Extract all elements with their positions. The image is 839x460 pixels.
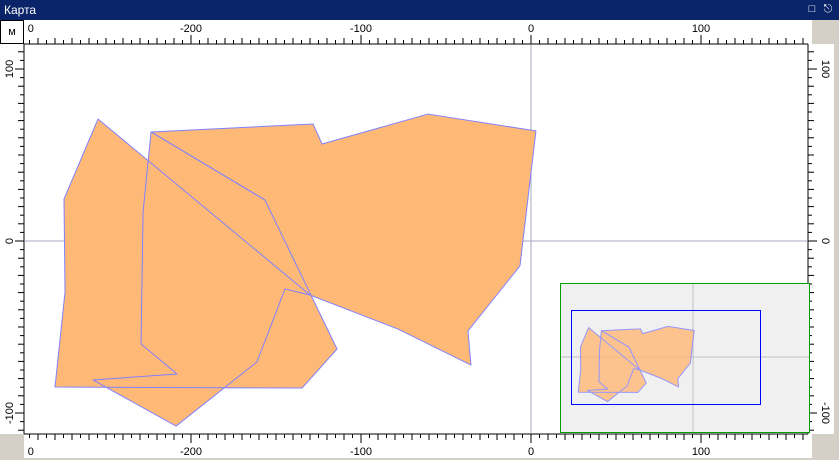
top-ruler [24, 20, 812, 44]
map-canvas[interactable]: 0 0 -200 -200 -100 -100 0 0 100 100 100 100 0 0 -100 -1… [0, 20, 839, 460]
ruler-label-right: 0 [819, 238, 831, 244]
pin-icon[interactable]: ⎋ [823, 3, 833, 15]
restore-icon[interactable]: □ [808, 3, 816, 15]
ruler-label-left: 0 [4, 238, 16, 244]
ruler-label-right: -100 [819, 402, 831, 424]
map-polygon [577, 327, 647, 403]
window-title: Карта [4, 3, 37, 17]
map-polygon [54, 118, 338, 427]
ruler-label-top: -200 [180, 23, 202, 35]
ruler-label-right: 100 [819, 60, 831, 78]
ruler-label-bottom: 0 [28, 446, 34, 458]
rulers: 0 0 -200 -200 -100 -100 0 0 100 100 100 100 0 0 -100 -1… [0, 20, 834, 458]
left-ruler [0, 44, 24, 434]
ruler-label-top: 100 [692, 23, 710, 35]
ruler-label-bottom: 0 [528, 446, 534, 458]
minimap[interactable] [560, 283, 810, 433]
minimap-polygons [577, 325, 695, 403]
minimap-viewport[interactable] [571, 310, 761, 405]
right-ruler [808, 44, 834, 434]
ruler-label-bottom: 100 [692, 446, 710, 458]
ruler-label-top: -100 [350, 23, 372, 35]
ruler-label-top: 0 [528, 23, 534, 35]
ruler-label-left: 100 [4, 60, 16, 78]
ruler-label-top: 0 [28, 23, 34, 35]
units-corner[interactable]: м [0, 20, 24, 44]
ruler-label-left: -100 [4, 402, 16, 424]
window-titlebar: Карта □ ⎋ [0, 0, 839, 20]
polygon-layer[interactable] [54, 113, 537, 427]
ruler-label-bottom: -200 [180, 446, 202, 458]
ruler-label-bottom: -100 [350, 446, 372, 458]
bottom-ruler [24, 434, 812, 458]
